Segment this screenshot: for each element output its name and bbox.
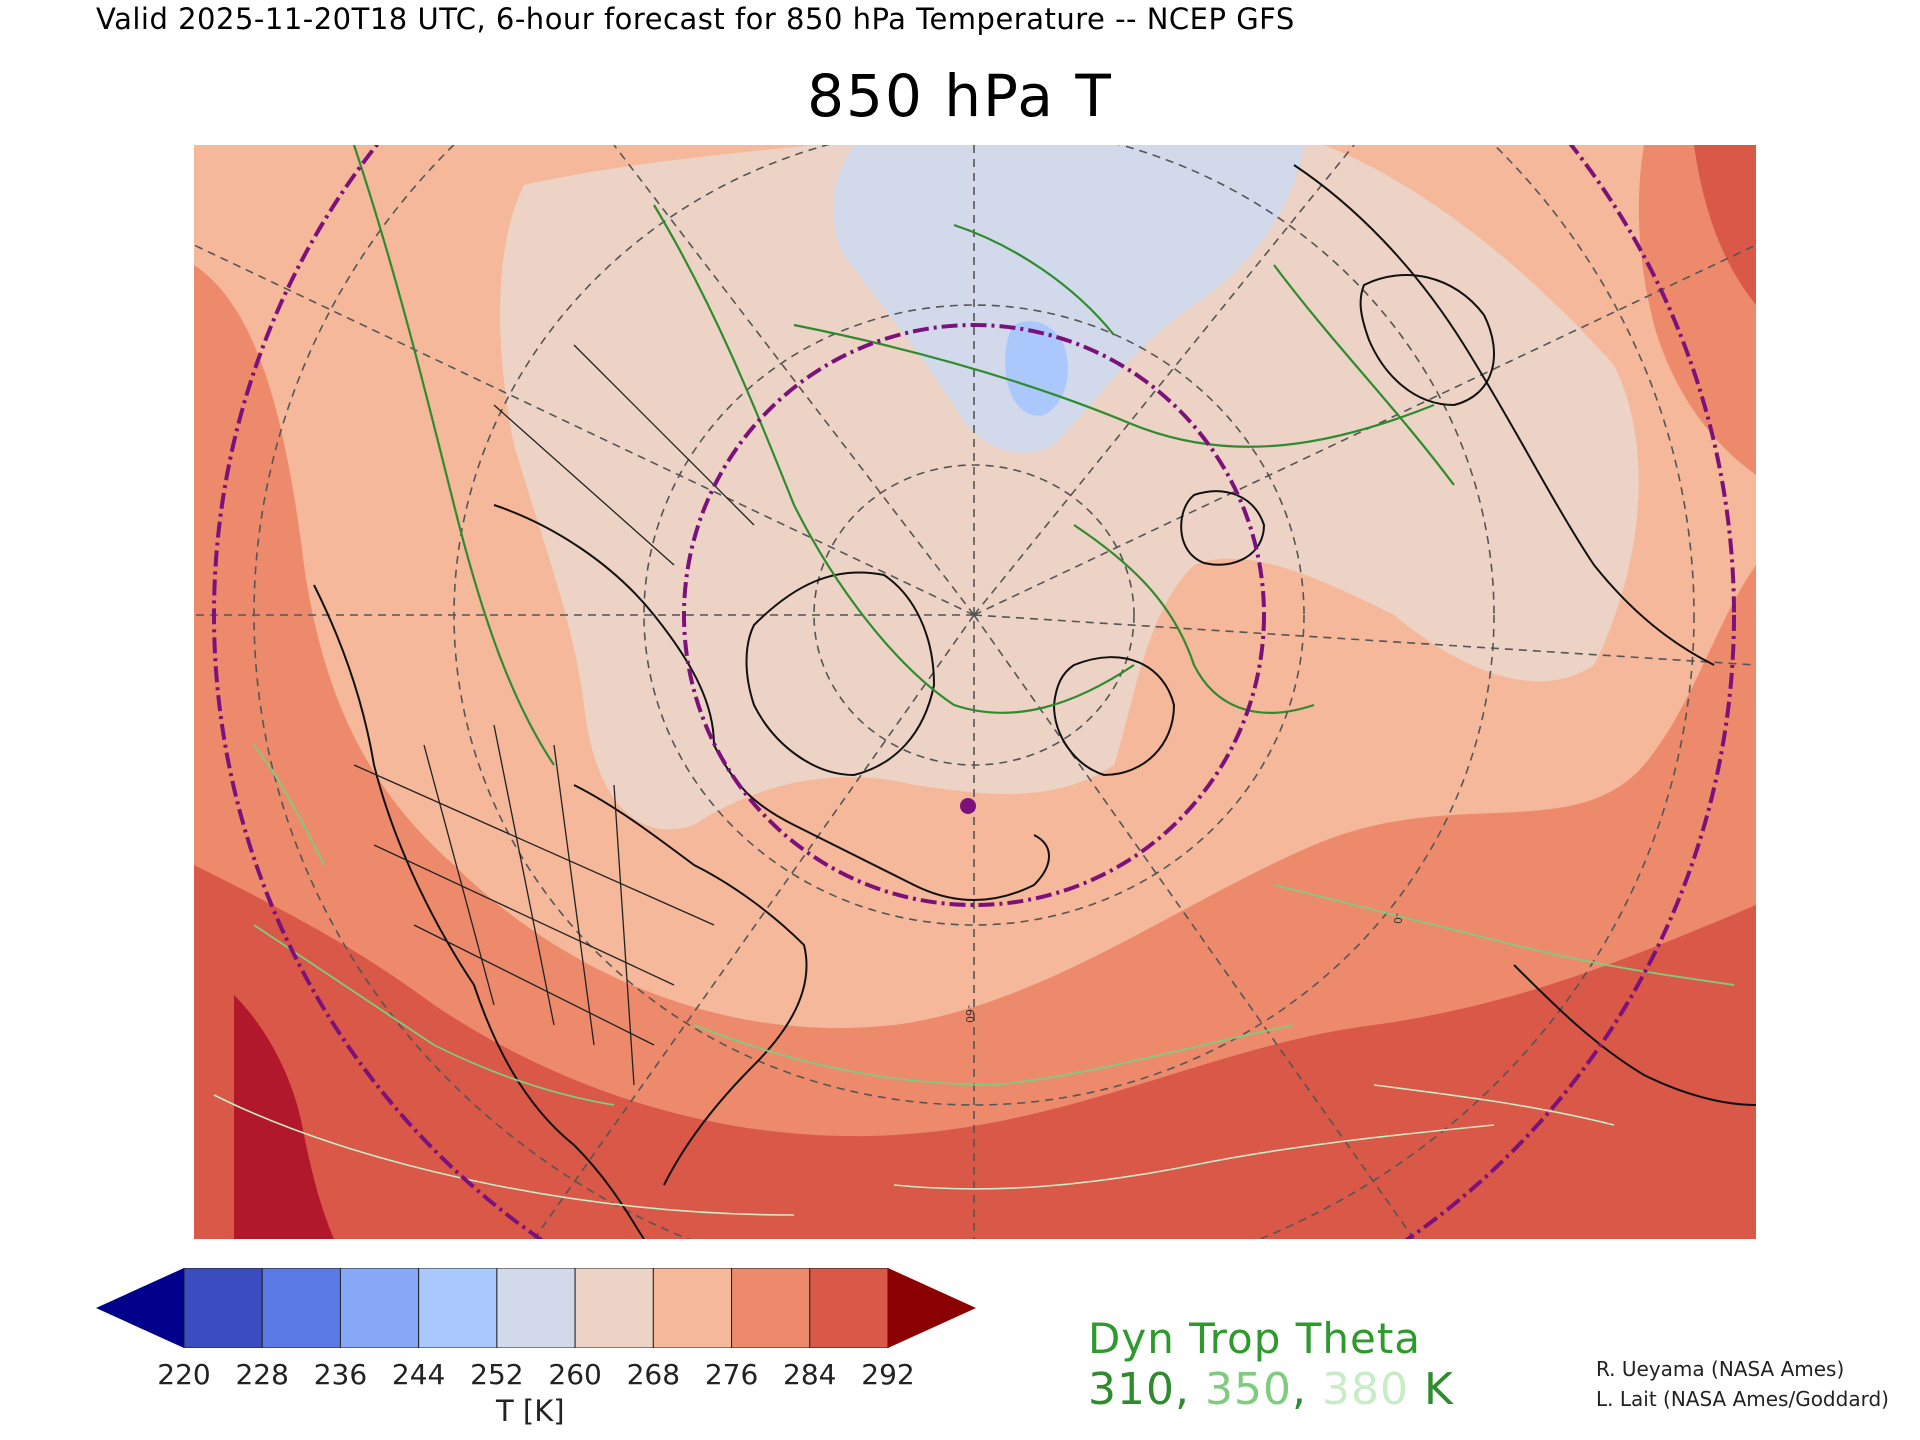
theta-380-contours — [213, 1084, 1615, 1216]
colorbar-swatch — [261, 1268, 341, 1348]
colorbar-tick-label: 244 — [391, 1358, 446, 1391]
graticule-label: -60 — [963, 1005, 976, 1023]
theta-value-380: 380 — [1321, 1364, 1409, 1415]
graticule — [194, 145, 1756, 1239]
theta-value-310: 310 — [1088, 1364, 1175, 1415]
temp-band-284-292 — [194, 865, 1756, 1239]
colorbar-tick-label: 276 — [704, 1358, 759, 1391]
colorbar-under-arrow — [96, 1268, 184, 1348]
theta-legend-title: Dyn Trop Theta — [1088, 1314, 1422, 1363]
station-marker — [960, 798, 976, 814]
legend-separator: , — [1291, 1364, 1307, 1415]
colorbar-swatch — [809, 1268, 889, 1348]
map-title: 850 hPa T — [807, 62, 1113, 130]
colorbar-swatch — [183, 1268, 263, 1348]
credit-line-1: R. Ueyama (NASA Ames) — [1596, 1357, 1845, 1381]
coastlines — [313, 164, 1756, 1239]
theta-unit: K — [1423, 1364, 1454, 1415]
colorbar-units: T [K] — [496, 1394, 565, 1428]
colorbar-tick-label: 260 — [548, 1358, 602, 1391]
temp-band-276-284 — [194, 265, 1756, 1239]
temp-band-260-268 — [500, 145, 1639, 830]
colorbar-swatch — [496, 1268, 576, 1348]
temp-band-over-292 — [234, 995, 334, 1239]
graticule-label: -0 — [1391, 913, 1404, 924]
state-borders — [353, 344, 755, 1086]
temp-band-252-260 — [833, 145, 1304, 453]
colorbar-tick-label: 228 — [235, 1358, 289, 1391]
temperature-map: -60 -0 — [194, 145, 1756, 1239]
colorbar-swatch — [652, 1268, 733, 1348]
colorbar-swatch — [574, 1268, 654, 1348]
colorbar-tick-label: 220 — [157, 1358, 211, 1391]
credits: R. Ueyama (NASA Ames) L. Lait (NASA Ames… — [1596, 1354, 1889, 1414]
colorbar-tick-label: 284 — [783, 1358, 837, 1391]
temp-band-europe-warm — [1694, 145, 1756, 305]
colorbar-tick-label: 292 — [861, 1358, 915, 1391]
colorbar-labels: 220 228 236 244 252 260 268 276 284 292 — [96, 1358, 976, 1392]
legend-separator: , — [1174, 1364, 1190, 1415]
colorbar-tick-label: 268 — [626, 1358, 681, 1391]
theta-310-contours — [352, 145, 1455, 766]
colorbar — [96, 1268, 976, 1348]
temp-band-244-252 — [1005, 321, 1068, 416]
theta-legend-values: 310, 350, 380 K — [1088, 1364, 1454, 1415]
purple-circles — [212, 145, 1736, 1239]
theta-value-350: 350 — [1204, 1364, 1292, 1415]
colorbar-swatch — [418, 1268, 498, 1348]
colorbar-tick-label: 252 — [470, 1358, 524, 1391]
colorbar-swatch — [731, 1268, 811, 1348]
colorbar-over-arrow — [888, 1268, 976, 1348]
credit-line-2: L. Lait (NASA Ames/Goddard) — [1596, 1387, 1889, 1411]
map-subtitle: Valid 2025-11-20T18 UTC, 6-hour forecast… — [96, 2, 1295, 36]
theta-350-contours — [253, 744, 1735, 1106]
colorbar-tick-label: 236 — [313, 1358, 368, 1391]
map-canvas: -60 -0 — [194, 145, 1756, 1239]
colorbar-swatch — [339, 1268, 420, 1348]
